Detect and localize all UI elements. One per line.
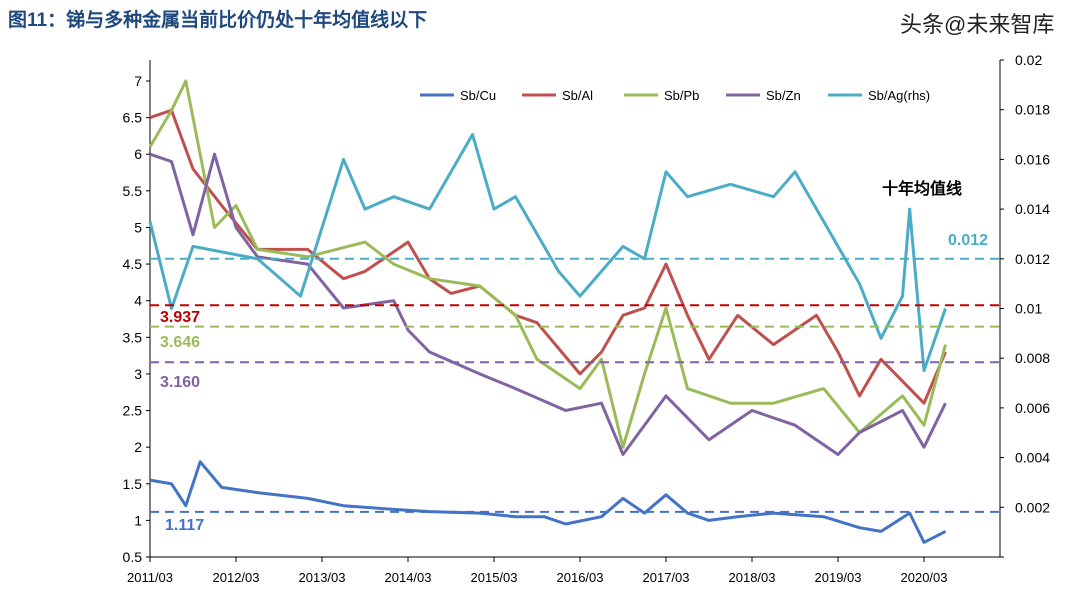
x-tick-label: 2019/03 [815, 570, 862, 585]
reference-label: 3.937 [160, 309, 200, 326]
y-tick-label: 4.5 [123, 256, 143, 272]
y2-tick-label: 0.01 [1015, 301, 1042, 317]
y-tick-label: 1.5 [123, 476, 143, 492]
series-line-sbal [149, 108, 947, 405]
y2-tick-label: 0.016 [1015, 151, 1050, 167]
watermark: 头条@未来智库 [900, 12, 1054, 37]
legend-label: Sb/Zn [766, 88, 801, 103]
series-line-sbcu [149, 460, 947, 544]
x-tick-label: 2020/03 [901, 570, 948, 585]
legend-label: Sb/Ag(rhs) [868, 88, 930, 103]
x-tick-label: 2013/03 [299, 570, 346, 585]
reference-label: 3.160 [160, 374, 200, 391]
chart-title: 图11：锑与多种金属当前比价仍处十年均值线以下 [8, 10, 428, 31]
x-tick-label: 2012/03 [213, 570, 260, 585]
y-tick-label: 2.5 [123, 403, 143, 419]
y-tick-label: 1 [134, 512, 142, 528]
y2-tick-label: 0.008 [1015, 350, 1050, 366]
x-tick-label: 2018/03 [729, 570, 776, 585]
y2-tick-label: 0.014 [1015, 201, 1050, 217]
y-tick-label: 5.5 [123, 183, 143, 199]
y-tick-label: 6.5 [123, 110, 143, 126]
x-tick-label: 2011/03 [127, 570, 173, 585]
y-tick-label: 0.5 [123, 549, 143, 565]
y-tick-label: 3 [134, 366, 142, 382]
y2-tick-label: 0.002 [1015, 499, 1050, 515]
reference-label: 3.646 [160, 334, 200, 351]
y-tick-label: 4 [134, 293, 142, 309]
series-line-sbpb [148, 79, 947, 449]
x-tick-label: 2015/03 [471, 570, 518, 585]
y-tick-label: 3.5 [123, 329, 143, 345]
y-tick-label: 6 [134, 146, 142, 162]
y2-tick-label: 0.004 [1015, 450, 1050, 466]
y2-tick-label: 0.02 [1015, 52, 1042, 68]
reference-label: 0.012 [948, 232, 988, 249]
y2-tick-label: 0.012 [1015, 251, 1050, 267]
y-tick-label: 5 [134, 219, 142, 235]
reference-label: 1.117 [165, 517, 204, 534]
series-line-sbzn [149, 152, 947, 456]
y2-tick-label: 0.006 [1015, 400, 1050, 416]
x-tick-label: 2017/03 [643, 570, 690, 585]
legend-label: Sb/Al [562, 88, 593, 103]
y2-tick-label: 0.018 [1015, 102, 1050, 118]
y-tick-label: 2 [134, 439, 142, 455]
legend-label: Sb/Cu [460, 88, 496, 103]
x-tick-label: 2016/03 [557, 570, 604, 585]
annotation-label: 十年均值线 [882, 179, 962, 198]
y-tick-label: 7 [134, 73, 142, 89]
x-tick-label: 2014/03 [385, 570, 432, 585]
series-line-sbagrhs [148, 133, 947, 373]
legend-label: Sb/Pb [664, 88, 699, 103]
